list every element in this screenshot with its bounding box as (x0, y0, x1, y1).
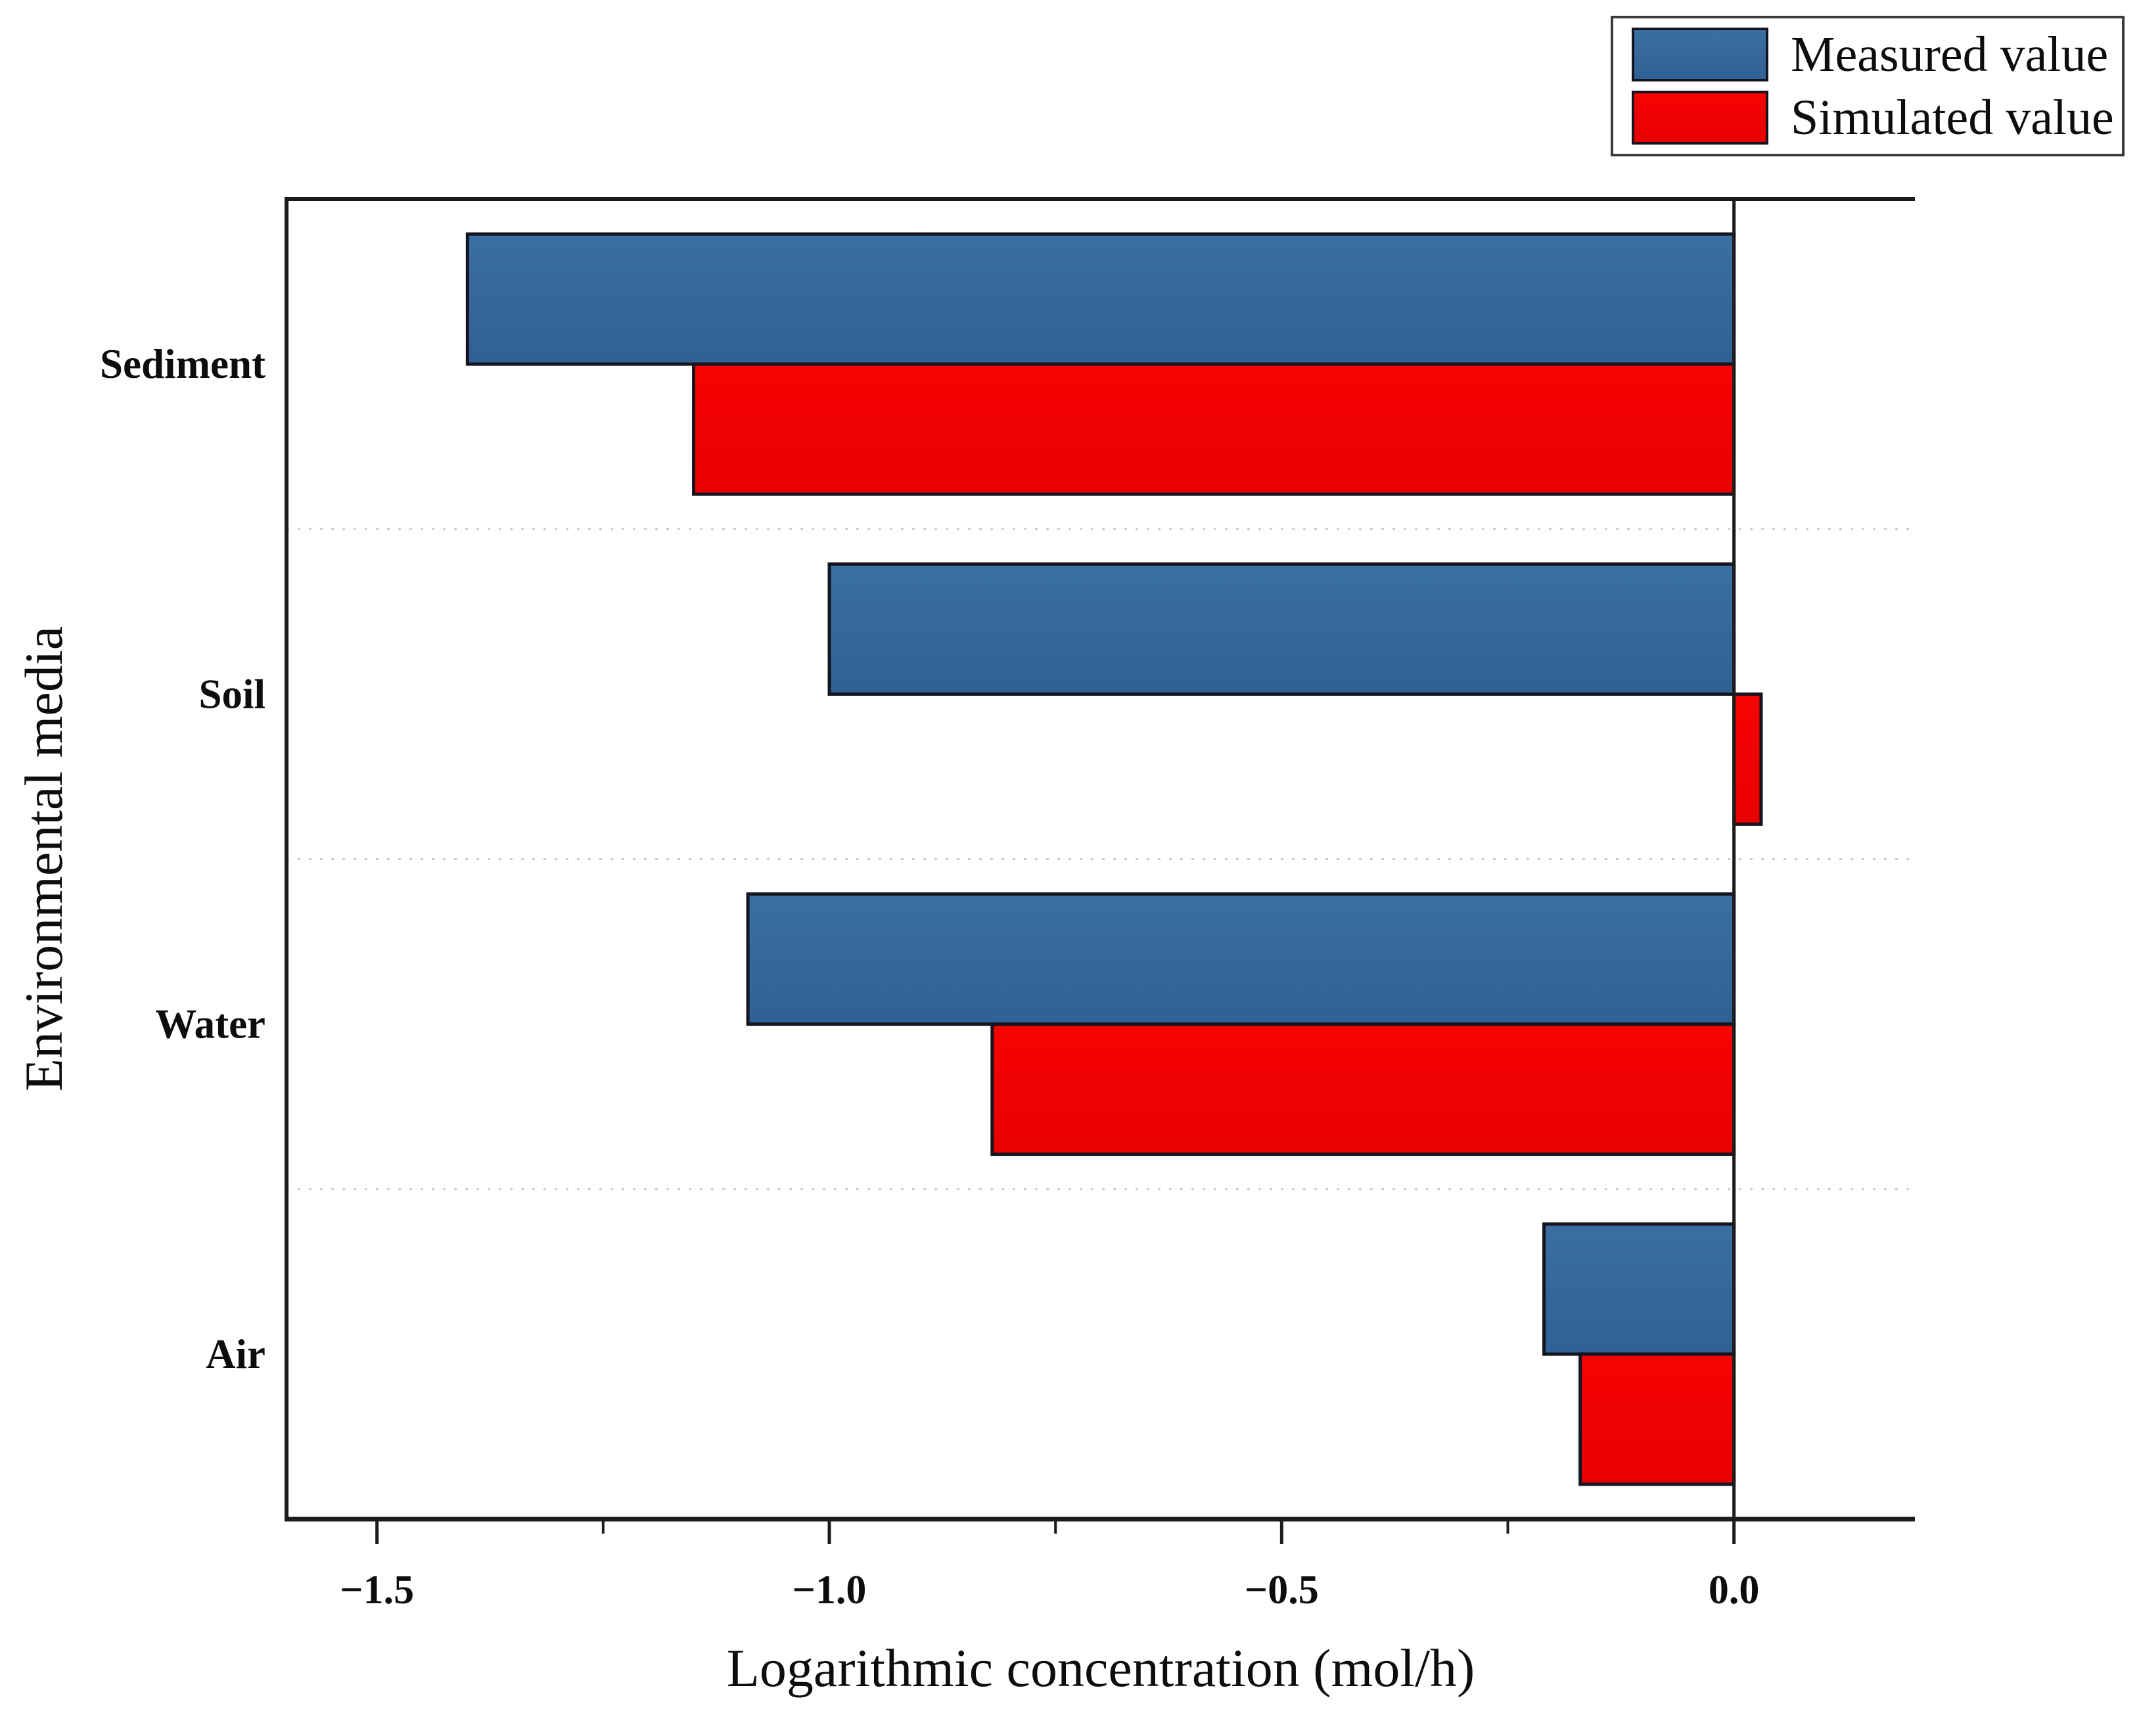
bar-measured-air (1542, 1222, 1736, 1356)
measured-swatch-icon (1632, 28, 1768, 81)
category-label-soil: Soil (198, 671, 265, 717)
legend-box: Measured value Simulated value (1611, 16, 2125, 156)
bar-simulated-water (990, 1022, 1736, 1156)
tick-and-category-labels: Sediment Soil Water Air −1.5 −1.0 −0.5 0.0 (100, 341, 1759, 1612)
bar-simulated-soil (1732, 692, 1763, 826)
bar-simulated-air (1578, 1352, 1736, 1486)
bar-measured-water (746, 892, 1736, 1026)
y-axis-title: Environmental media (14, 626, 74, 1092)
x-tick-label: −1.0 (793, 1568, 867, 1612)
bars-layer (465, 232, 1763, 1486)
bar-measured-soil (827, 562, 1736, 696)
simulated-swatch-icon (1632, 91, 1768, 145)
bar-simulated-sediment (692, 362, 1736, 496)
category-label-air: Air (206, 1331, 265, 1377)
legend-item-simulated: Simulated value (1632, 91, 2122, 145)
x-tick-label: −0.5 (1245, 1568, 1319, 1612)
category-label-water: Water (155, 1001, 265, 1047)
bar-measured-sediment (465, 232, 1736, 366)
category-label-sediment: Sediment (100, 341, 265, 387)
x-tick-label: −1.5 (340, 1568, 414, 1612)
legend-item-measured: Measured value (1632, 28, 2122, 81)
x-axis-title: Logarithmic concentration (mol/h) (726, 1638, 1475, 1698)
legend-label-simulated: Simulated value (1791, 90, 2114, 145)
legend-label-measured: Measured value (1791, 27, 2109, 82)
x-tick-label: 0.0 (1709, 1568, 1760, 1612)
axes-layer (285, 197, 1915, 1544)
